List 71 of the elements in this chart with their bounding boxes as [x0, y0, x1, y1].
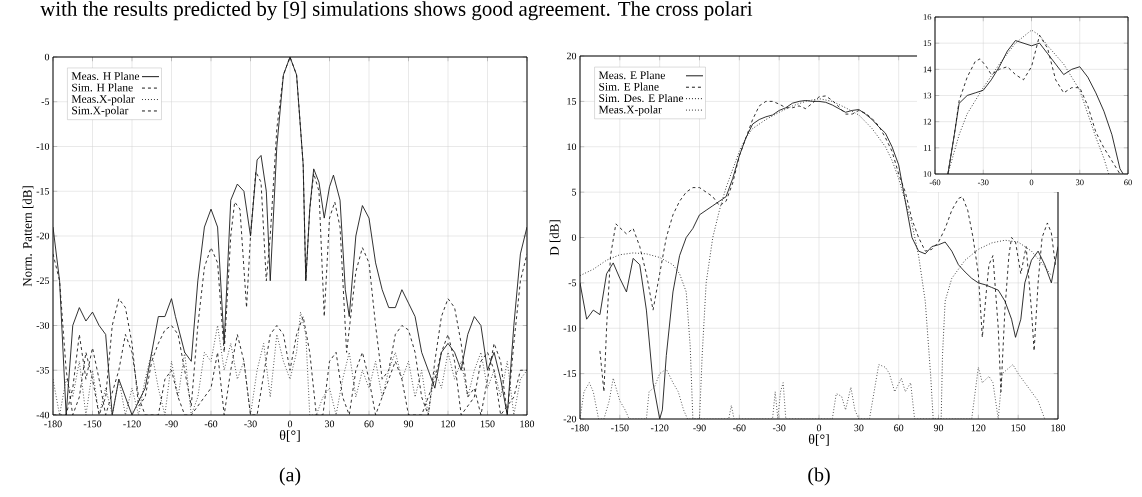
x-tick-label: -150: [83, 420, 102, 428]
y-tick-label: 15: [567, 98, 577, 105]
x-tick-label: 30: [854, 424, 864, 432]
x-tick-label: 90: [933, 424, 944, 432]
y-tick-label: 10: [567, 143, 577, 151]
y-tick-label: -15: [36, 187, 50, 195]
legend-label: Meas. E Plane: [598, 71, 665, 80]
x-tick-label: 0: [287, 420, 293, 428]
y-tick-label: -10: [36, 143, 50, 150]
x-tick-label: -60: [204, 420, 218, 428]
x-tick-label: -90: [165, 420, 178, 428]
text: (b): [808, 467, 830, 486]
x-tick-label: 0: [1029, 179, 1034, 186]
y-tick-label: 11: [924, 145, 931, 151]
x-tick-label: 30: [1075, 179, 1084, 186]
y-tick-label: -5: [568, 279, 577, 287]
y-tick-label: 20: [566, 52, 577, 60]
y-tick-label: -15: [563, 370, 577, 377]
x-tick-label: 180: [520, 420, 535, 428]
x-tick-label: -120: [123, 420, 141, 428]
y-tick-label: 16: [923, 14, 932, 20]
x-tick-label: -150: [611, 424, 629, 432]
x-tick-label: 60: [364, 420, 374, 428]
x-tick-label: -30: [244, 420, 257, 428]
legend-label: Meas.X-polar: [71, 94, 135, 106]
y-tick-label: 0: [571, 234, 577, 241]
x-tick-label: 60: [1124, 179, 1132, 186]
y-axis-title: Norm. Pattern [dB]: [22, 186, 34, 287]
x-tick-label: 30: [325, 420, 335, 428]
y-tick-label: -10: [563, 324, 577, 332]
text: with the results predicted by [9] simulations shows good agreement. The cross polari: [40, 1, 753, 21]
y-tick-label: -40: [36, 411, 50, 419]
x-tick-label: -30: [977, 179, 989, 186]
x-tick-label: 0: [816, 424, 822, 432]
y-tick-label: -30: [36, 322, 50, 329]
legend-label: Sim.X-polar: [72, 106, 129, 117]
y-tick-label: 13: [923, 92, 932, 99]
x-tick-label: -60: [733, 424, 746, 432]
y-tick-label: 12: [923, 118, 932, 125]
x-axis-title: θ[°]: [279, 430, 300, 442]
legend-label: Sim. E Plane: [599, 82, 659, 91]
x-tick-label: 90: [403, 420, 414, 428]
x-tick-label: -90: [693, 424, 706, 432]
y-tick-label: -25: [36, 277, 50, 285]
x-axis-title: θ[°]: [808, 434, 829, 446]
legend-label: Meas.X-polar: [598, 105, 662, 116]
x-tick-label: 120: [441, 420, 456, 428]
y-tick-label: 15: [923, 40, 932, 46]
y-tick-label: 0: [44, 53, 50, 61]
y-tick-label: 14: [923, 66, 932, 73]
y-tick-label: -20: [36, 232, 50, 240]
x-tick-label: -180: [571, 424, 589, 432]
y-tick-label: -5: [41, 98, 50, 106]
y-tick-label: 5: [572, 188, 577, 196]
x-tick-label: -60: [929, 179, 941, 186]
y-tick-label: -20: [563, 415, 577, 423]
y-tick-label: -35: [36, 366, 50, 374]
x-tick-label: -180: [44, 420, 62, 428]
legend-label: Meas. H Plane: [71, 71, 140, 81]
x-tick-label: 150: [1011, 424, 1026, 432]
x-tick-label: 150: [480, 420, 495, 428]
legend-label: Sim. H Plane: [72, 83, 133, 92]
x-tick-label: -120: [650, 424, 669, 432]
text: (a): [279, 467, 301, 486]
x-tick-label: 120: [971, 424, 986, 432]
y-tick-label: 10: [923, 171, 932, 177]
x-tick-label: 180: [1051, 424, 1066, 432]
legend-label: Sim. Des. E Plane: [599, 93, 684, 103]
x-tick-label: -30: [772, 424, 786, 432]
x-tick-label: 60: [894, 424, 904, 432]
y-axis-title: D [dB]: [549, 220, 561, 256]
